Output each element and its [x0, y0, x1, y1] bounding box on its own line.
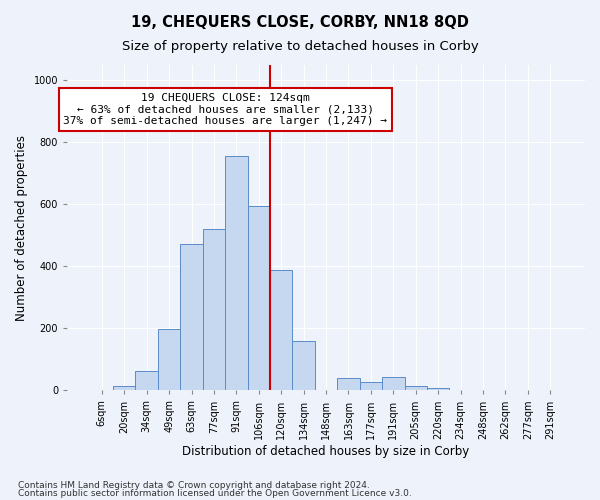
- Bar: [136, 371, 158, 390]
- Bar: [270, 270, 292, 390]
- Bar: [292, 341, 315, 390]
- Text: Contains HM Land Registry data © Crown copyright and database right 2024.: Contains HM Land Registry data © Crown c…: [18, 480, 370, 490]
- Text: Contains public sector information licensed under the Open Government Licence v3: Contains public sector information licen…: [18, 489, 412, 498]
- Bar: [158, 330, 181, 390]
- Y-axis label: Number of detached properties: Number of detached properties: [15, 134, 28, 320]
- Bar: [382, 377, 404, 390]
- Bar: [427, 388, 449, 390]
- Bar: [203, 230, 225, 390]
- Bar: [337, 378, 359, 390]
- Bar: [113, 386, 136, 390]
- Bar: [225, 156, 248, 390]
- X-axis label: Distribution of detached houses by size in Corby: Distribution of detached houses by size …: [182, 444, 470, 458]
- Bar: [181, 244, 203, 390]
- Bar: [404, 386, 427, 390]
- Bar: [359, 382, 382, 390]
- Text: Size of property relative to detached houses in Corby: Size of property relative to detached ho…: [122, 40, 478, 53]
- Text: 19, CHEQUERS CLOSE, CORBY, NN18 8QD: 19, CHEQUERS CLOSE, CORBY, NN18 8QD: [131, 15, 469, 30]
- Bar: [248, 206, 270, 390]
- Text: 19 CHEQUERS CLOSE: 124sqm
← 63% of detached houses are smaller (2,133)
37% of se: 19 CHEQUERS CLOSE: 124sqm ← 63% of detac…: [63, 93, 387, 126]
